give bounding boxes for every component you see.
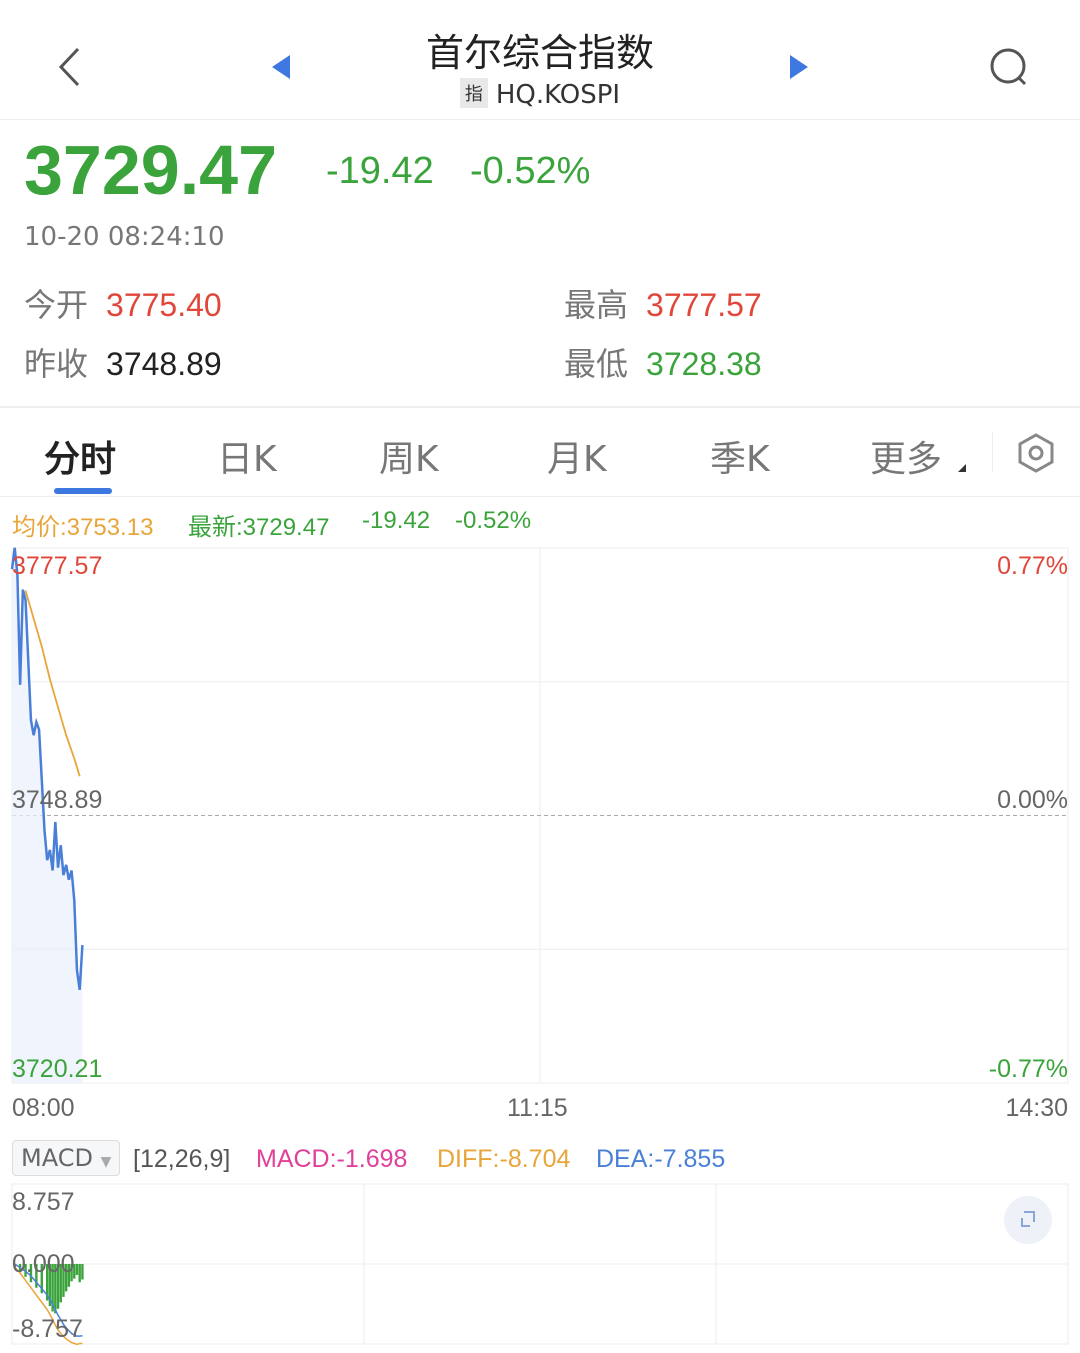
macd-bar [24, 1264, 27, 1277]
back-chevron-icon[interactable] [56, 46, 82, 88]
macd-bar [70, 1264, 73, 1282]
dea-line [14, 1263, 83, 1337]
macd-bar [64, 1264, 68, 1292]
tab-weekly-k[interactable]: 周K [379, 439, 439, 480]
diff-value: DIFF:-8.704 [437, 1145, 571, 1173]
active-tab-indicator [54, 488, 112, 494]
macd-bar [78, 1264, 81, 1283]
latest-price-label: 最新:3729.47 [188, 514, 330, 541]
macd-bar [54, 1264, 57, 1314]
next-triangle-icon[interactable] [788, 54, 810, 80]
macd-bar [73, 1264, 76, 1279]
index-tag: 指 [459, 78, 488, 108]
macd-bar [81, 1264, 84, 1280]
open-stat: 今开 3775.40 [24, 287, 222, 323]
price-area [12, 547, 83, 1083]
tab-monthly-k[interactable]: 月K [547, 439, 607, 480]
tab-intraday[interactable]: 分时 [44, 439, 117, 480]
y-label-low: 3720.21 [12, 1055, 103, 1083]
macd-bar [29, 1264, 33, 1283]
index-code: 指 HQ.KOSPI [0, 78, 1080, 110]
tab-quarterly-k[interactable]: 季K [710, 439, 770, 480]
expand-button[interactable] [1004, 1196, 1052, 1244]
expand-icon [1021, 1211, 1035, 1227]
high-stat: 最高 3777.57 [564, 287, 762, 323]
prev-triangle-icon[interactable] [270, 54, 292, 80]
macd-bar [13, 1264, 16, 1268]
divider [0, 496, 1080, 497]
current-price: 3729.47 [24, 131, 278, 209]
top-bar: 首尔综合指数 指 HQ.KOSPI [0, 0, 1080, 120]
divider [0, 406, 1080, 408]
indicator-select[interactable]: MACD ▼ [12, 1140, 121, 1176]
macd-bar [56, 1264, 60, 1309]
macd-y-top: 8.757 [12, 1188, 75, 1216]
x-label-mid: 11:15 [507, 1094, 568, 1122]
macd-bar [67, 1264, 71, 1287]
tab-daily-k[interactable]: 日K [217, 439, 277, 480]
low-stat: 最低 3728.38 [564, 346, 762, 382]
macd-bar [51, 1264, 54, 1312]
macd-bar [48, 1264, 52, 1307]
macd-y-bottom: -8.757 [12, 1315, 83, 1343]
dropdown-corner-icon [958, 464, 966, 472]
divider [992, 432, 993, 472]
intraday-chart[interactable] [0, 540, 1080, 1100]
x-label-end: 14:30 [1005, 1094, 1068, 1122]
macd-bar [40, 1264, 43, 1294]
price-line [10, 547, 84, 990]
macd-chart[interactable] [0, 1182, 1080, 1353]
pct-label-high: 0.77% [997, 552, 1068, 580]
macd-bar [62, 1264, 65, 1297]
avg-price-label: 均价:3753.13 [12, 514, 154, 541]
search-icon[interactable] [988, 46, 1030, 88]
quote-time: 10-20 08:24:10 [24, 222, 225, 252]
avg-price-line [24, 590, 81, 777]
y-label-prev: 3748.89 [12, 786, 103, 814]
y-label-high: 3777.57 [12, 552, 103, 580]
x-label-start: 08:00 [12, 1094, 75, 1122]
code-text: HQ.KOSPI [495, 80, 621, 110]
macd-params: [12,26,9] [133, 1145, 231, 1173]
diff-line [14, 1266, 83, 1346]
tab-more[interactable]: 更多 [870, 439, 943, 480]
macd-bar [46, 1264, 49, 1301]
prev-close-stat: 昨收 3748.89 [24, 346, 222, 382]
macd-y-zero: 0.000 [12, 1250, 75, 1278]
dea-value: DEA:-7.855 [596, 1145, 726, 1173]
pct-label-zero: 0.00% [997, 786, 1068, 814]
latest-change-label: -19.42 [362, 507, 431, 534]
macd-value: MACD:-1.698 [256, 1145, 408, 1173]
settings-icon[interactable] [1016, 432, 1056, 474]
pct-label-low: -0.77% [988, 1055, 1068, 1083]
macd-bar [59, 1264, 62, 1303]
price-change-pct: -0.52% [470, 150, 591, 192]
macd-bar [75, 1264, 79, 1275]
latest-pct-label: -0.52% [455, 507, 532, 534]
macd-bar [35, 1264, 38, 1288]
page-title: 首尔综合指数 [425, 31, 654, 75]
price-change: -19.42 [326, 150, 434, 192]
